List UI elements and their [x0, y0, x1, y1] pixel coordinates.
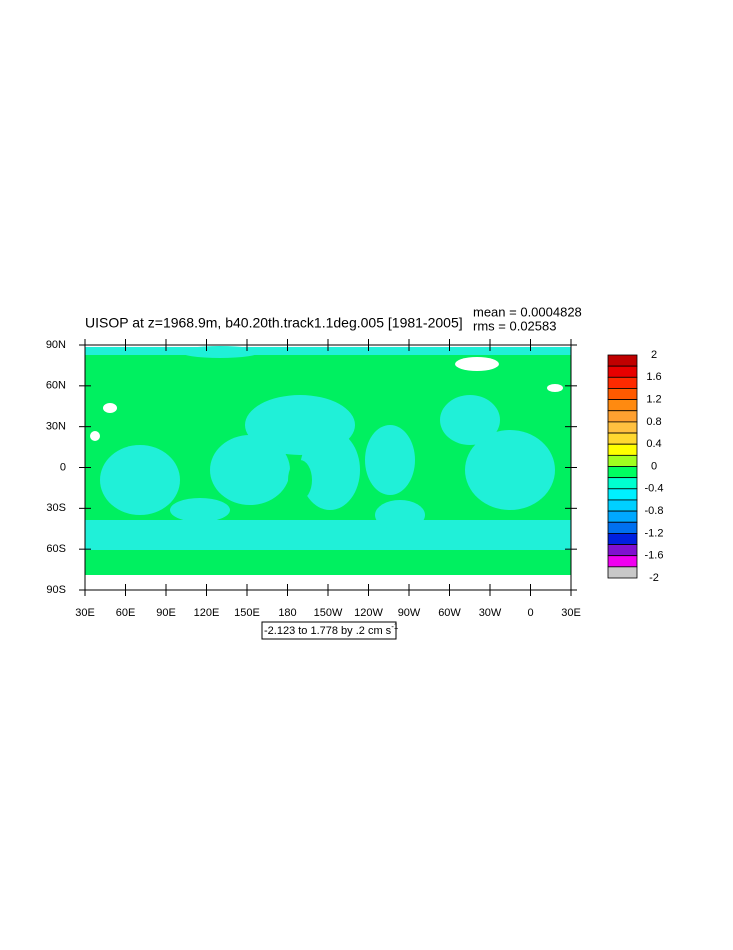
- x-tick-label: 90E: [156, 607, 176, 619]
- colorbar-box: [607, 499, 638, 512]
- x-tick-label: 150E: [234, 607, 260, 619]
- colorbar-label: 0.8: [646, 416, 661, 428]
- colorbar-box: [607, 365, 638, 378]
- colorbar-box: [607, 432, 638, 445]
- x-tick-label: 150W: [314, 607, 343, 619]
- colorbar-label: -1.6: [645, 550, 664, 562]
- colorbar-box: [607, 388, 638, 401]
- info-box: [261, 621, 397, 640]
- map-title: UISOP at z=1968.9m, b40.20th.track1.1deg…: [85, 315, 463, 331]
- colorbar-box: [607, 566, 638, 579]
- y-tick-label: 30S: [46, 502, 66, 514]
- colorbar-label: 1.2: [646, 394, 661, 406]
- info-superscript: -1: [391, 622, 399, 631]
- colorbar-label: 0: [651, 460, 657, 472]
- x-tick-label: 90W: [398, 607, 421, 619]
- y-tick-label: 90N: [46, 339, 66, 351]
- colorbar-label: -2: [649, 572, 659, 584]
- colorbar-box: [607, 443, 638, 456]
- colorbar-box: [607, 399, 638, 412]
- colorbar-box: [607, 555, 638, 568]
- map-field: [85, 346, 571, 590]
- colorbar-label: -0.4: [645, 483, 664, 495]
- colorbar-box: [607, 544, 638, 557]
- colorbar-box: [607, 421, 638, 434]
- colorbar-box: [607, 454, 638, 467]
- y-tick-label: 90S: [46, 584, 66, 596]
- x-tick-label: 120E: [194, 607, 220, 619]
- info-label: -2.123 to 1.778 by .2 cm s-1: [264, 622, 399, 637]
- colorbar: 2 1.6 1.2 0.8 0.4 0 -0.4 -0.8 -1.2 -1.6 -2: [607, 349, 664, 584]
- colorbar-box: [607, 510, 638, 523]
- colorbar-label: 2: [651, 349, 657, 361]
- info-text: -2.123 to 1.778 by .2 cm s: [264, 625, 392, 637]
- colorbar-box: [607, 488, 638, 501]
- mean-label: mean = 0.0004828: [473, 304, 582, 319]
- x-tick-label: 60W: [438, 607, 461, 619]
- x-tick-label: 60E: [116, 607, 136, 619]
- field-patches: [85, 346, 571, 550]
- colorbar-label: 0.4: [646, 438, 661, 450]
- colorbar-label: -0.8: [645, 505, 664, 517]
- x-tick-label: 120W: [354, 607, 383, 619]
- colorbar-box: [607, 533, 638, 545]
- y-tick-label: 0: [60, 461, 66, 473]
- x-tick-label: 30E: [561, 607, 581, 619]
- y-tick-label: 60S: [46, 543, 66, 555]
- colorbar-box: [607, 376, 638, 389]
- colorbar-box: [607, 466, 638, 479]
- y-tick-label: 60N: [46, 380, 66, 392]
- colorbar-box: [607, 410, 638, 423]
- colorbar-label: 1.6: [646, 371, 661, 383]
- colorbar-box: [607, 354, 638, 367]
- x-tick-label: 30E: [75, 607, 95, 619]
- colorbar-box: [607, 477, 638, 490]
- axes: 30E 60E 90E 120E 150E 180 150W 120W 90W 60W 30W 0 30…: [46, 339, 581, 619]
- colorbar-label: -1.2: [645, 527, 664, 539]
- y-tick-label: 30N: [46, 421, 66, 433]
- x-tick-label: 30W: [479, 607, 502, 619]
- x-tick-label: 0: [527, 607, 533, 619]
- colorbar-box: [607, 521, 638, 534]
- x-tick-label: 180: [278, 607, 296, 619]
- rms-label: rms = 0.02583: [473, 318, 556, 333]
